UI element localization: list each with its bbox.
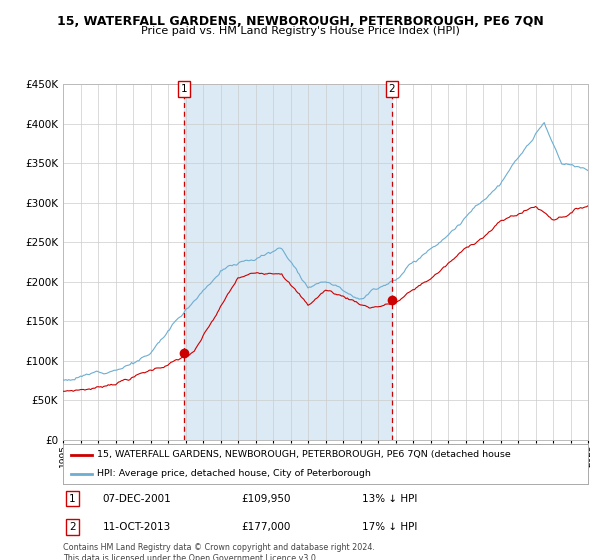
Text: 15, WATERFALL GARDENS, NEWBOROUGH, PETERBOROUGH, PE6 7QN (detached house: 15, WATERFALL GARDENS, NEWBOROUGH, PETER… (97, 450, 511, 459)
Text: HPI: Average price, detached house, City of Peterborough: HPI: Average price, detached house, City… (97, 469, 371, 478)
Text: 13% ↓ HPI: 13% ↓ HPI (362, 493, 418, 503)
Text: 15, WATERFALL GARDENS, NEWBOROUGH, PETERBOROUGH, PE6 7QN: 15, WATERFALL GARDENS, NEWBOROUGH, PETER… (56, 15, 544, 27)
Text: 07-DEC-2001: 07-DEC-2001 (103, 493, 171, 503)
Text: 1: 1 (70, 493, 76, 503)
Text: Contains HM Land Registry data © Crown copyright and database right 2024.
This d: Contains HM Land Registry data © Crown c… (63, 543, 375, 560)
Text: 2: 2 (70, 522, 76, 533)
Text: Price paid vs. HM Land Registry's House Price Index (HPI): Price paid vs. HM Land Registry's House … (140, 26, 460, 36)
Text: 2: 2 (388, 84, 395, 94)
Text: 1: 1 (181, 84, 188, 94)
Text: £109,950: £109,950 (241, 493, 291, 503)
Text: 17% ↓ HPI: 17% ↓ HPI (362, 522, 418, 533)
Bar (184, 84, 392, 440)
Text: £177,000: £177,000 (241, 522, 291, 533)
Text: 11-OCT-2013: 11-OCT-2013 (103, 522, 170, 533)
